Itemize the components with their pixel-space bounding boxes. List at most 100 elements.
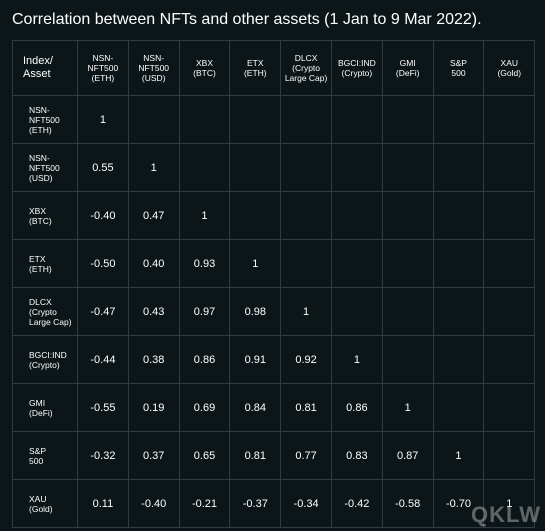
table-row: NSN- NFT500 (USD) 0.55 1 xyxy=(12,143,536,192)
correlation-cell: -0.58 xyxy=(381,479,434,528)
correlation-cell: 0.97 xyxy=(178,287,231,336)
empty-cell xyxy=(432,335,485,384)
correlation-cell: 0.87 xyxy=(381,431,434,480)
row-header: XAU (Gold) xyxy=(12,479,78,528)
correlation-cell: 0.83 xyxy=(330,431,383,480)
empty-cell xyxy=(381,335,434,384)
correlation-cell: 0.69 xyxy=(178,383,231,432)
column-header: S&P 500 xyxy=(432,40,485,96)
correlation-cell: 1 xyxy=(127,143,180,192)
empty-cell xyxy=(178,143,231,192)
row-header: NSN- NFT500 (ETH) xyxy=(12,95,78,144)
row-header: DLCX (Crypto Large Cap) xyxy=(12,287,78,336)
table-row: S&P 500 -0.32 0.37 0.65 0.81 0.77 0.83 0.87 1 xyxy=(12,431,536,480)
correlation-cell: 0.19 xyxy=(127,383,180,432)
empty-cell xyxy=(280,191,332,240)
row-header: GMI (DeFi) xyxy=(12,383,78,432)
empty-cell xyxy=(330,191,383,240)
row-header: BGCI:IND (Crypto) xyxy=(12,335,78,384)
empty-cell xyxy=(330,143,383,192)
table-row: NSN- NFT500 (ETH) 1 xyxy=(12,95,536,144)
empty-cell xyxy=(432,287,485,336)
correlation-cell: -0.37 xyxy=(229,479,282,528)
empty-cell xyxy=(483,335,536,384)
correlation-cell: 0.40 xyxy=(127,239,180,288)
column-header: ETX (ETH) xyxy=(229,40,282,96)
corner-header: Index/ Asset xyxy=(12,40,78,96)
correlation-cell: -0.21 xyxy=(178,479,231,528)
empty-cell xyxy=(381,287,434,336)
correlation-cell: 0.92 xyxy=(280,335,332,384)
empty-cell xyxy=(483,383,536,432)
correlation-cell: 0.93 xyxy=(178,239,231,288)
table-row: XAU (Gold) 0.11 -0.40 -0.21 -0.37 -0.34 -0.42-… xyxy=(12,479,536,528)
row-header: NSN- NFT500 (USD) xyxy=(12,143,78,192)
column-header: XBX (BTC) xyxy=(178,40,231,96)
empty-cell xyxy=(483,239,536,288)
empty-cell xyxy=(432,95,485,144)
column-header: GMI (DeFi) xyxy=(381,40,434,96)
row-header: ETX (ETH) xyxy=(12,239,78,288)
empty-cell xyxy=(381,95,434,144)
table-row: BGCI:IND (Crypto) -0.44 0.38 0.86 0.91 0.92 1 xyxy=(12,335,536,384)
empty-cell xyxy=(483,431,536,480)
correlation-cell: -0.34 xyxy=(280,479,332,528)
empty-cell xyxy=(229,95,282,144)
correlation-cell: 0.91 xyxy=(229,335,282,384)
empty-cell xyxy=(381,191,434,240)
empty-cell xyxy=(330,287,383,336)
watermark-logo: QKLW xyxy=(471,502,541,527)
correlation-cell: 0.98 xyxy=(229,287,282,336)
correlation-cell: -0.70 xyxy=(432,479,485,528)
column-header: NSN- NFT500 (USD) xyxy=(127,40,180,96)
correlation-cell: 0.86 xyxy=(178,335,231,384)
correlation-cell: 1 xyxy=(381,383,434,432)
column-header: DLCX (Crypto Large Cap) xyxy=(280,40,332,96)
correlation-cell: -0.50 xyxy=(77,239,129,288)
correlation-cell: -0.47 xyxy=(77,287,129,336)
chart-title: Correlation between NFTs and other asset… xyxy=(12,11,482,28)
empty-cell xyxy=(432,143,485,192)
empty-cell xyxy=(229,191,282,240)
empty-cell xyxy=(381,143,434,192)
column-header: BGCI:IND (Crypto) xyxy=(330,40,383,96)
correlation-cell: -0.32 xyxy=(77,431,129,480)
empty-cell xyxy=(280,143,332,192)
correlation-cell: -0.40 xyxy=(127,479,180,528)
correlation-cell: 0.47 xyxy=(127,191,180,240)
empty-cell xyxy=(178,95,231,144)
table-row: XBX (BTC) -0.40 0.47 1 xyxy=(12,191,536,240)
correlation-cell: 1 xyxy=(483,479,536,528)
correlation-cell: 1 xyxy=(280,287,332,336)
correlation-cell: 0.84 xyxy=(229,383,282,432)
table-body: NSN- NFT500 (ETH) 1 NSN- NFT500 (USD) 0.55 1… xyxy=(12,95,536,528)
correlation-cell: 0.65 xyxy=(178,431,231,480)
correlation-cell: 0.81 xyxy=(229,431,282,480)
empty-cell xyxy=(483,287,536,336)
empty-cell xyxy=(381,239,434,288)
correlation-table: Index/ Asset NSN- NFT500 (ETH) NSN- NFT50… xyxy=(12,40,536,528)
correlation-cell: 0.11 xyxy=(77,479,129,528)
empty-cell xyxy=(432,383,485,432)
correlation-cell: 1 xyxy=(178,191,231,240)
correlation-cell: -0.44 xyxy=(77,335,129,384)
header-row: Index/ Asset NSN- NFT500 (ETH) NSN- NFT50… xyxy=(12,40,536,96)
correlation-cell: -0.42 xyxy=(330,479,383,528)
correlation-cell: 0.81 xyxy=(280,383,332,432)
empty-cell xyxy=(330,239,383,288)
empty-cell xyxy=(483,191,536,240)
correlation-cell: 1 xyxy=(432,431,485,480)
column-header: XAU (Gold) xyxy=(483,40,536,96)
empty-cell xyxy=(330,95,383,144)
correlation-cell: 0.37 xyxy=(127,431,180,480)
correlation-cell: 0.86 xyxy=(330,383,383,432)
correlation-cell: 1 xyxy=(229,239,282,288)
correlation-cell: 0.43 xyxy=(127,287,180,336)
column-header: NSN- NFT500 (ETH) xyxy=(77,40,129,96)
correlation-cell: 0.55 xyxy=(77,143,129,192)
correlation-cell: -0.40 xyxy=(77,191,129,240)
row-header: XBX (BTC) xyxy=(12,191,78,240)
empty-cell xyxy=(127,95,180,144)
correlation-cell: 1 xyxy=(330,335,383,384)
empty-cell xyxy=(432,191,485,240)
